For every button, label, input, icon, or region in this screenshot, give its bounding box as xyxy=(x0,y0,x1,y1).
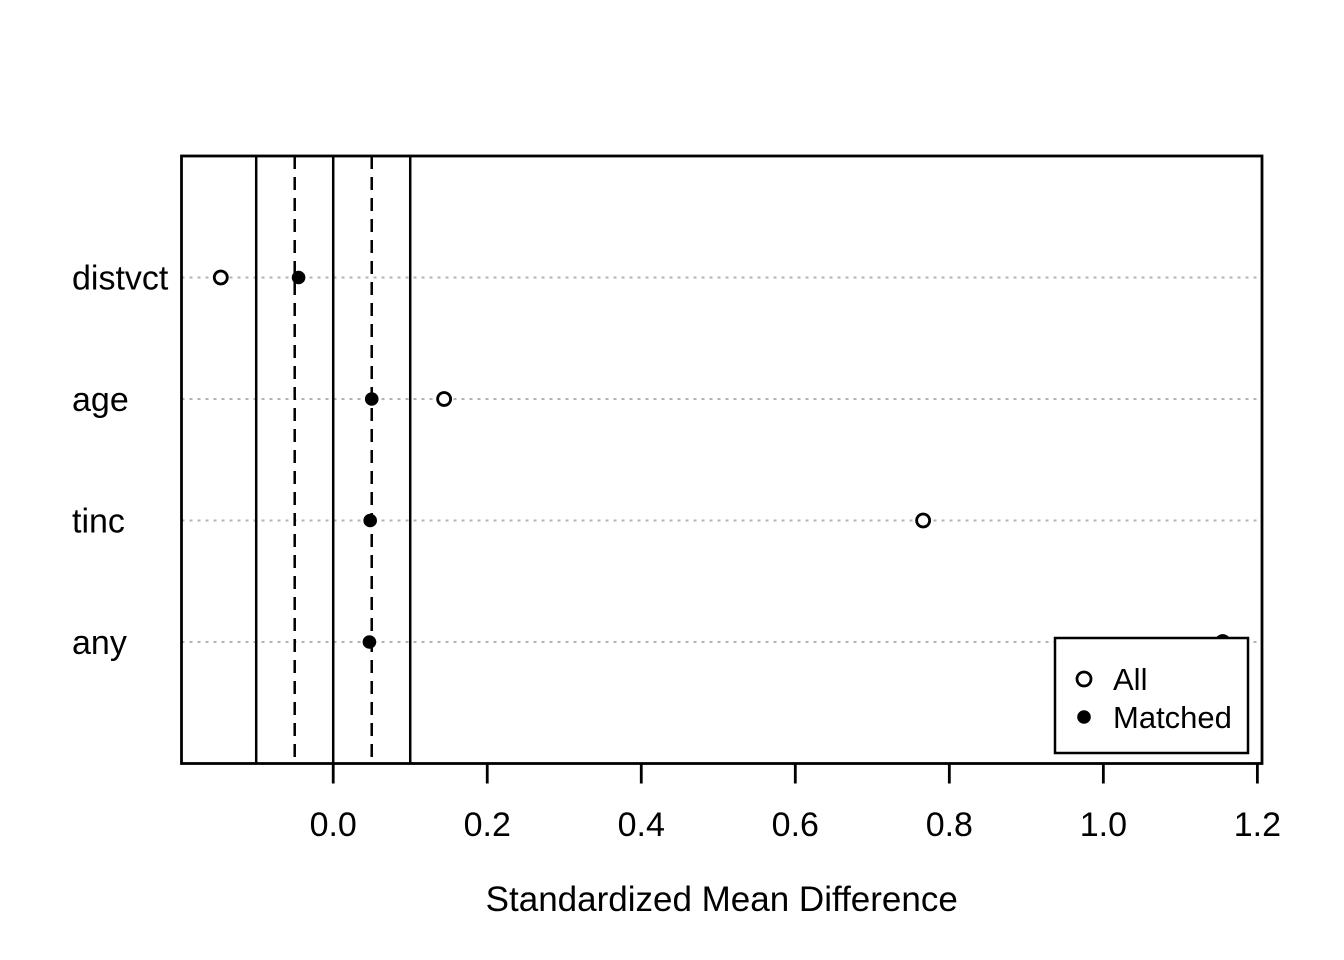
data-point-matched-age xyxy=(364,392,379,406)
x-tick-label-0.6: 0.6 xyxy=(772,806,819,844)
y-category-label-any: any xyxy=(72,624,127,662)
legend-marker-matched xyxy=(1077,710,1091,724)
data-point-matched-tinc xyxy=(363,513,377,528)
x-tick-label-0.4: 0.4 xyxy=(618,806,665,844)
legend-label-matched: Matched xyxy=(1113,700,1232,735)
x-tick-label-1.2: 1.2 xyxy=(1234,806,1281,844)
data-point-matched-any xyxy=(362,635,377,649)
x-tick-label-1.0: 1.0 xyxy=(1080,806,1127,844)
data-point-all-age xyxy=(436,391,453,407)
data-point-all-distvct xyxy=(212,269,229,286)
y-category-label-age: age xyxy=(72,381,129,419)
x-tick-label-0.0: 0.0 xyxy=(310,806,357,844)
legend-box xyxy=(1053,636,1250,755)
x-axis-title: Standardized Mean Difference xyxy=(486,880,958,919)
legend-label-all: All xyxy=(1113,662,1147,697)
x-tick-label-0.2: 0.2 xyxy=(464,806,511,844)
data-point-all-tinc xyxy=(915,512,932,529)
legend-marker-all xyxy=(1075,670,1093,688)
y-category-label-distvct: distvct xyxy=(72,260,169,298)
y-category-label-tinc: tinc xyxy=(72,503,125,541)
plot-border xyxy=(180,154,1264,765)
x-tick-label-0.8: 0.8 xyxy=(926,806,973,844)
data-point-matched-distvct xyxy=(291,270,306,285)
